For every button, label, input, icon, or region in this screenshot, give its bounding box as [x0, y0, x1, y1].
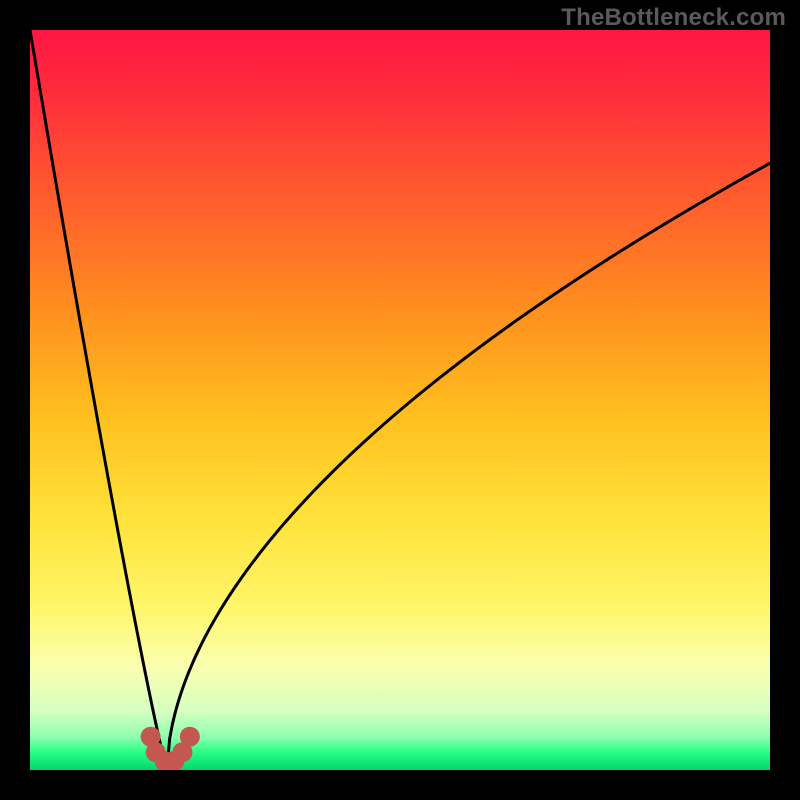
- chart-frame: TheBottleneck.com: [0, 0, 800, 800]
- bottleneck-chart: [0, 0, 800, 800]
- dip-marker: [180, 727, 200, 747]
- watermark: TheBottleneck.com: [561, 4, 786, 32]
